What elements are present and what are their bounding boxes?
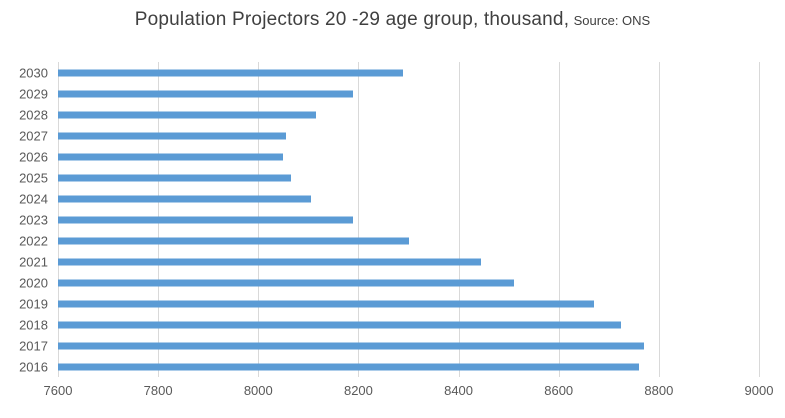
gridline-8800: [658, 62, 660, 377]
y-axis-label-2029: 2029: [19, 86, 48, 101]
chart-title: Population Projectors 20 -29 age group, …: [0, 9, 785, 31]
chart-row-2020: 2020: [19, 272, 759, 293]
bar-2029: [58, 90, 354, 97]
chart-row-2024: 2024: [19, 188, 759, 209]
y-axis-label-2016: 2016: [19, 359, 48, 374]
x-axis-label-9000: 9000: [744, 383, 774, 398]
bar-2020: [58, 279, 514, 286]
plot-area: 2030 2029 2028 2027 2026 2025 2024 2023 2022 2021…: [19, 62, 760, 377]
bar-2028: [58, 111, 316, 118]
chart-title-source: Source: ONS: [573, 13, 651, 28]
chart-row-2027: 2027: [19, 125, 759, 146]
gridline-8600: [558, 62, 560, 377]
x-axis-label-7800: 7800: [143, 383, 173, 398]
bar-2030: [58, 69, 404, 76]
chart-row-2025: 2025: [19, 167, 759, 188]
x-axis-label-7600: 7600: [43, 383, 73, 398]
x-axis-label-8400: 8400: [444, 383, 474, 398]
y-axis-label-2018: 2018: [19, 317, 48, 332]
y-axis-label-2017: 2017: [19, 338, 48, 353]
chart-row-2028: 2028: [19, 104, 759, 125]
bar-2023: [58, 216, 354, 223]
x-axis: 7600 7800 8000 8200 8400 8600 8800 9000: [44, 383, 774, 401]
x-axis-label-8000: 8000: [243, 383, 273, 398]
chart-row-2021: 2021: [19, 251, 759, 272]
y-axis-label-2030: 2030: [19, 65, 48, 80]
bar-2022: [58, 237, 409, 244]
y-axis-label-2022: 2022: [19, 233, 48, 248]
y-axis-label-2020: 2020: [19, 275, 48, 290]
chart-row-2026: 2026: [19, 146, 759, 167]
chart-row-2016: 2016: [19, 356, 759, 377]
chart-title-main: Population Projectors 20 -29 age group, …: [134, 9, 570, 30]
chart-row-2023: 2023: [19, 209, 759, 230]
chart-row-2018: 2018: [19, 314, 759, 335]
bar-rows: 2030 2029 2028 2027 2026 2025 2024 2023 2022 2021…: [19, 62, 759, 377]
y-axis-label-2027: 2027: [19, 128, 48, 143]
chart-row-2017: 2017: [19, 335, 759, 356]
bar-2025: [58, 174, 291, 181]
chart-row-2019: 2019: [19, 293, 759, 314]
chart-row-2029: 2029: [19, 83, 759, 104]
bar-2024: [58, 195, 311, 202]
y-axis-label-2024: 2024: [19, 191, 48, 206]
bar-2016: [58, 363, 639, 370]
y-axis-label-2025: 2025: [19, 170, 48, 185]
chart-row-2030: 2030: [19, 62, 759, 83]
gridline-9000: [759, 62, 760, 377]
gridline-8200: [358, 62, 360, 377]
y-axis-label-2021: 2021: [19, 254, 48, 269]
bar-2026: [58, 153, 284, 160]
x-axis-label-8200: 8200: [343, 383, 373, 398]
bar-2021: [58, 258, 482, 265]
y-axis-label-2019: 2019: [19, 296, 48, 311]
bar-2027: [58, 132, 286, 139]
chart-row-2022: 2022: [19, 230, 759, 251]
y-axis-label-2023: 2023: [19, 212, 48, 227]
gridline-8400: [458, 62, 460, 377]
bar-2019: [58, 300, 594, 307]
bar-2018: [58, 321, 622, 328]
y-axis-label-2028: 2028: [19, 107, 48, 122]
x-axis-label-8600: 8600: [544, 383, 574, 398]
bar-2017: [58, 342, 644, 349]
y-axis-label-2026: 2026: [19, 149, 48, 164]
x-axis-label-8800: 8800: [644, 383, 674, 398]
